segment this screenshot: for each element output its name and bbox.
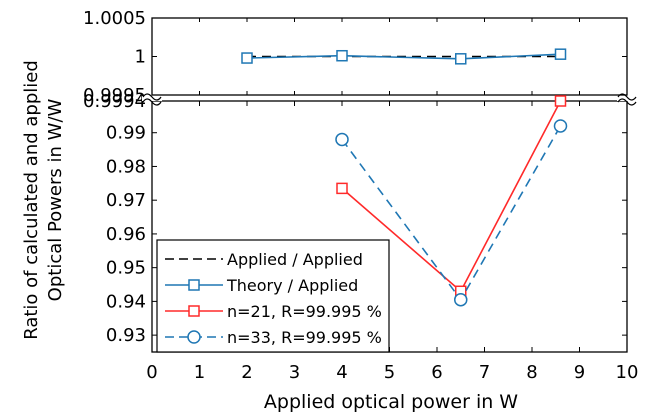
- axis-break-gap: [617, 96, 637, 101]
- square-marker: [336, 49, 348, 62]
- y-tick-label-lower: 0.93: [106, 325, 146, 346]
- x-tick-label: 0: [146, 362, 157, 383]
- y-tick-label-lower: 0.97: [106, 190, 146, 211]
- x-tick-label: 6: [431, 362, 442, 383]
- legend-entry-label: n=33, R=99.995 %: [227, 328, 382, 347]
- x-tick-label: 2: [241, 362, 252, 383]
- y-tick-label-upper: 0.9995: [83, 85, 146, 106]
- legend-entry-label: Applied / Applied: [227, 250, 363, 269]
- x-tick-label: 8: [526, 362, 537, 383]
- axis-break-wave: [617, 93, 637, 101]
- y-tick-label-lower: 0.9994: [83, 91, 146, 112]
- y-tick-label-lower: 0.98: [106, 156, 146, 177]
- series-layer: [241, 48, 568, 307]
- y-axis-label-line1: Ratio of calculated and applied: [21, 60, 42, 340]
- axis-break-marks: [142, 93, 637, 106]
- circle-marker: [335, 132, 349, 147]
- x-tick-label: 9: [574, 362, 585, 383]
- x-tick-label: 3: [289, 362, 300, 383]
- square-marker: [188, 279, 200, 291]
- x-tick-label: 5: [384, 362, 395, 383]
- square-marker: [455, 53, 467, 65]
- y-tick-label-lower: 0.94: [106, 291, 146, 312]
- axis-break-gap: [142, 96, 162, 101]
- circle-marker: [454, 292, 468, 307]
- x-tick-label: 10: [616, 362, 639, 383]
- square-marker: [241, 52, 253, 64]
- square-marker: [554, 48, 567, 60]
- x-tick-label: 1: [194, 362, 205, 383]
- circle-marker: [187, 330, 201, 344]
- legend-entry-label: n=21, R=99.995 %: [227, 302, 382, 321]
- axis-break-wave: [142, 93, 162, 101]
- square-marker: [554, 95, 567, 107]
- y-axis-label-line2: Optical Powers in W/W: [45, 98, 66, 301]
- y-tick-label-lower: 0.95: [106, 258, 146, 279]
- axis-break-wave: [617, 98, 637, 106]
- lower-panel-axes: 0 1 2 3 4 5 6 7 8 9 10 0.9994 0.99 0.98 0.97 0.96 0.95 0.…: [83, 91, 638, 383]
- y-axis-label-group: Ratio of calculated and applied Optical …: [21, 60, 66, 340]
- series-line: [246, 53, 561, 60]
- y-tick-label-lower: 0.96: [106, 224, 146, 245]
- axis-break-wave: [142, 98, 162, 106]
- legend: Applied / Applied Theory / Applied n=21, R…: [156, 239, 390, 353]
- square-marker: [188, 305, 200, 317]
- x-tick-label: 4: [336, 362, 347, 383]
- square-marker: [336, 182, 348, 195]
- y-tick-label-lower: 0.99: [106, 123, 146, 144]
- upper-panel-axes: 1.0005 1 0.9995: [83, 8, 628, 106]
- circle-marker: [553, 119, 568, 133]
- x-tick-label: 7: [479, 362, 490, 383]
- y-tick-label-upper: 1.0005: [83, 8, 146, 29]
- legend-entry-label: Theory / Applied: [226, 276, 358, 295]
- x-axis-label: Applied optical power in W: [264, 391, 518, 413]
- y-tick-label-upper: 1: [135, 47, 146, 68]
